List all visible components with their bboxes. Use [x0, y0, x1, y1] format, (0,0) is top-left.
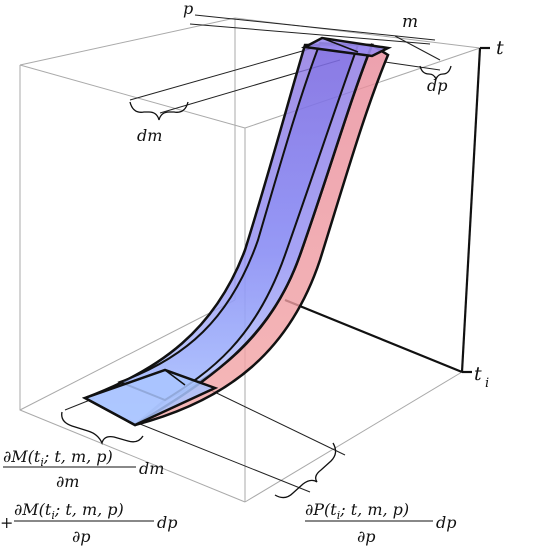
label-m: m	[402, 12, 418, 32]
label-p: p	[183, 0, 193, 18]
floor-line-2	[199, 384, 346, 456]
top-guide-lines	[129, 14, 441, 114]
t-axis-line	[460, 47, 482, 373]
label-t: t	[496, 37, 504, 59]
right-frac-num: ∂P(ti; t, m, p)	[305, 500, 409, 522]
box-bottom-right-edge	[244, 371, 463, 503]
brace-right-bottom	[274, 442, 337, 499]
left-frac1-num: ∂M(ti; t, m, p)	[3, 447, 113, 469]
guide-p-line-2	[189, 23, 431, 45]
right-frac-den: ∂p	[357, 527, 376, 546]
right-expression: ∂P(ti; t, m, p) ∂p dp	[305, 500, 456, 546]
label-t-i-sub: i	[485, 376, 489, 391]
floor-line-1	[129, 419, 311, 493]
label-t-i: t i	[474, 363, 489, 391]
brace-dm-top	[129, 101, 189, 121]
left-frac2-num: ∂M(ti; t, m, p)	[14, 500, 124, 522]
guide-m-line	[394, 35, 441, 61]
top-slice-divider	[321, 37, 359, 53]
guide-p-line	[194, 14, 436, 41]
base-axis-line	[284, 298, 463, 374]
brace-dp-top	[419, 65, 452, 81]
bottom-slice-divider	[164, 369, 186, 386]
box-bottom-left-back-edge	[19, 299, 236, 411]
box-top-front-edge	[19, 64, 246, 129]
brace-left-bottom	[61, 411, 144, 445]
label-dm: dm	[137, 126, 162, 145]
left-frac1-tail: dm	[139, 459, 164, 478]
label-dp: dp	[427, 76, 447, 95]
guide-dm-line-1	[129, 45, 321, 101]
left-frac2-den: ∂p	[72, 527, 91, 546]
left-expression: ∂M(ti; t, m, p) ∂m dm + ∂M(ti; t, m, p) …	[0, 447, 177, 546]
left-frac1-den: ∂m	[56, 472, 79, 491]
left-frac2-tail: dp	[157, 513, 177, 532]
label-t-i-base: t	[474, 363, 482, 385]
guide-dp-line	[384, 61, 441, 71]
box-top-left-back-edge	[19, 17, 236, 66]
left-plus: +	[0, 513, 13, 532]
box-front-left-edge	[19, 65, 246, 503]
right-frac-tail: dp	[436, 513, 456, 532]
t-axis	[284, 46, 490, 374]
